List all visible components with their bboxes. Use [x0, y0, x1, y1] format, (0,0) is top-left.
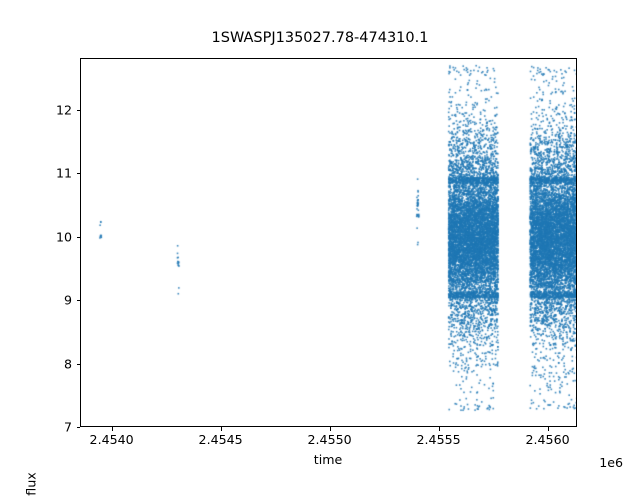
- y-tick-label: 7: [63, 419, 72, 435]
- x-axis-label: time: [313, 452, 343, 467]
- x-tick-label: 2.4545: [198, 432, 243, 447]
- y-tick-label: 11: [55, 165, 72, 181]
- x-tick-mark: [547, 427, 549, 431]
- x-tick-label: 2.4540: [89, 432, 134, 447]
- y-tick-mark: [76, 427, 80, 429]
- y-tick-mark: [76, 173, 80, 175]
- x-axis-offset-text: 1e6: [599, 455, 623, 470]
- x-tick-mark: [111, 427, 113, 431]
- y-tick-label: 8: [63, 356, 72, 372]
- plot-axes-area: [80, 58, 577, 427]
- y-tick-label: 10: [55, 229, 72, 245]
- x-tick-mark: [220, 427, 222, 431]
- x-tick-label: 2.4550: [307, 432, 352, 447]
- matplotlib-figure: 1SWASPJ135027.78-474310.1 7 8 9 10 11 12 2.45…: [23, 30, 623, 496]
- y-tick-label: 12: [55, 102, 72, 118]
- x-tick-mark: [329, 427, 331, 431]
- y-axis-label: flux: [23, 472, 39, 496]
- x-tick-label: 2.4555: [416, 432, 461, 447]
- x-tick-label: 2.4560: [525, 432, 570, 447]
- y-tick-label: 9: [63, 292, 72, 308]
- x-tick-mark: [438, 427, 440, 431]
- y-tick-mark: [76, 236, 80, 238]
- y-tick-mark: [76, 300, 80, 302]
- scatter-plot-canvas: [81, 59, 576, 426]
- y-tick-mark: [76, 363, 80, 365]
- page-title: 1SWASPJ135027.78-474310.1: [211, 30, 429, 46]
- y-tick-mark: [76, 109, 80, 112]
